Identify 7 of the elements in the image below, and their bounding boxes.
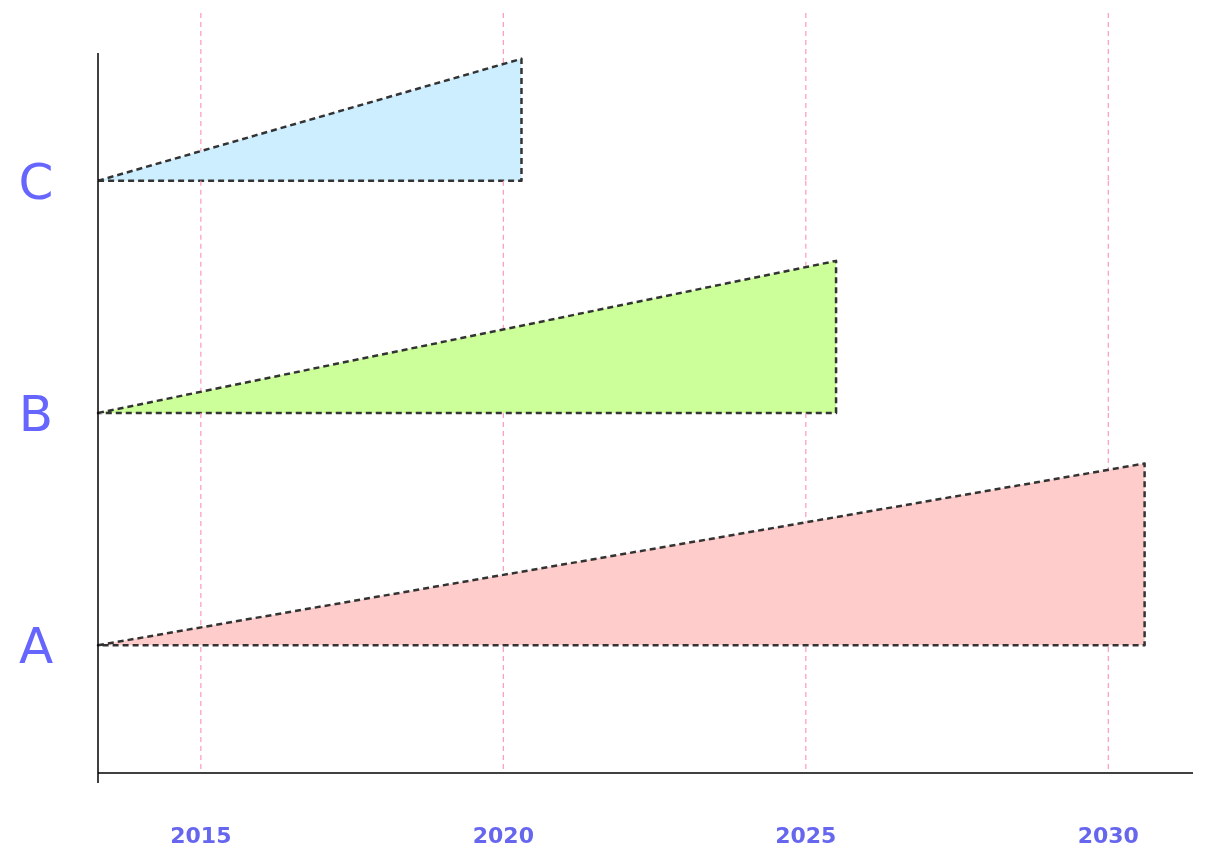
x-tick-label: 2015	[170, 823, 232, 848]
x-tick-label: 2025	[775, 823, 837, 848]
y-axis-title: C	[18, 152, 54, 211]
x-tick-label: 2020	[472, 823, 534, 848]
y-axis-title: B	[18, 385, 54, 443]
y-axis-title: A	[18, 617, 54, 676]
x-tick-label: 2030	[1077, 823, 1139, 848]
